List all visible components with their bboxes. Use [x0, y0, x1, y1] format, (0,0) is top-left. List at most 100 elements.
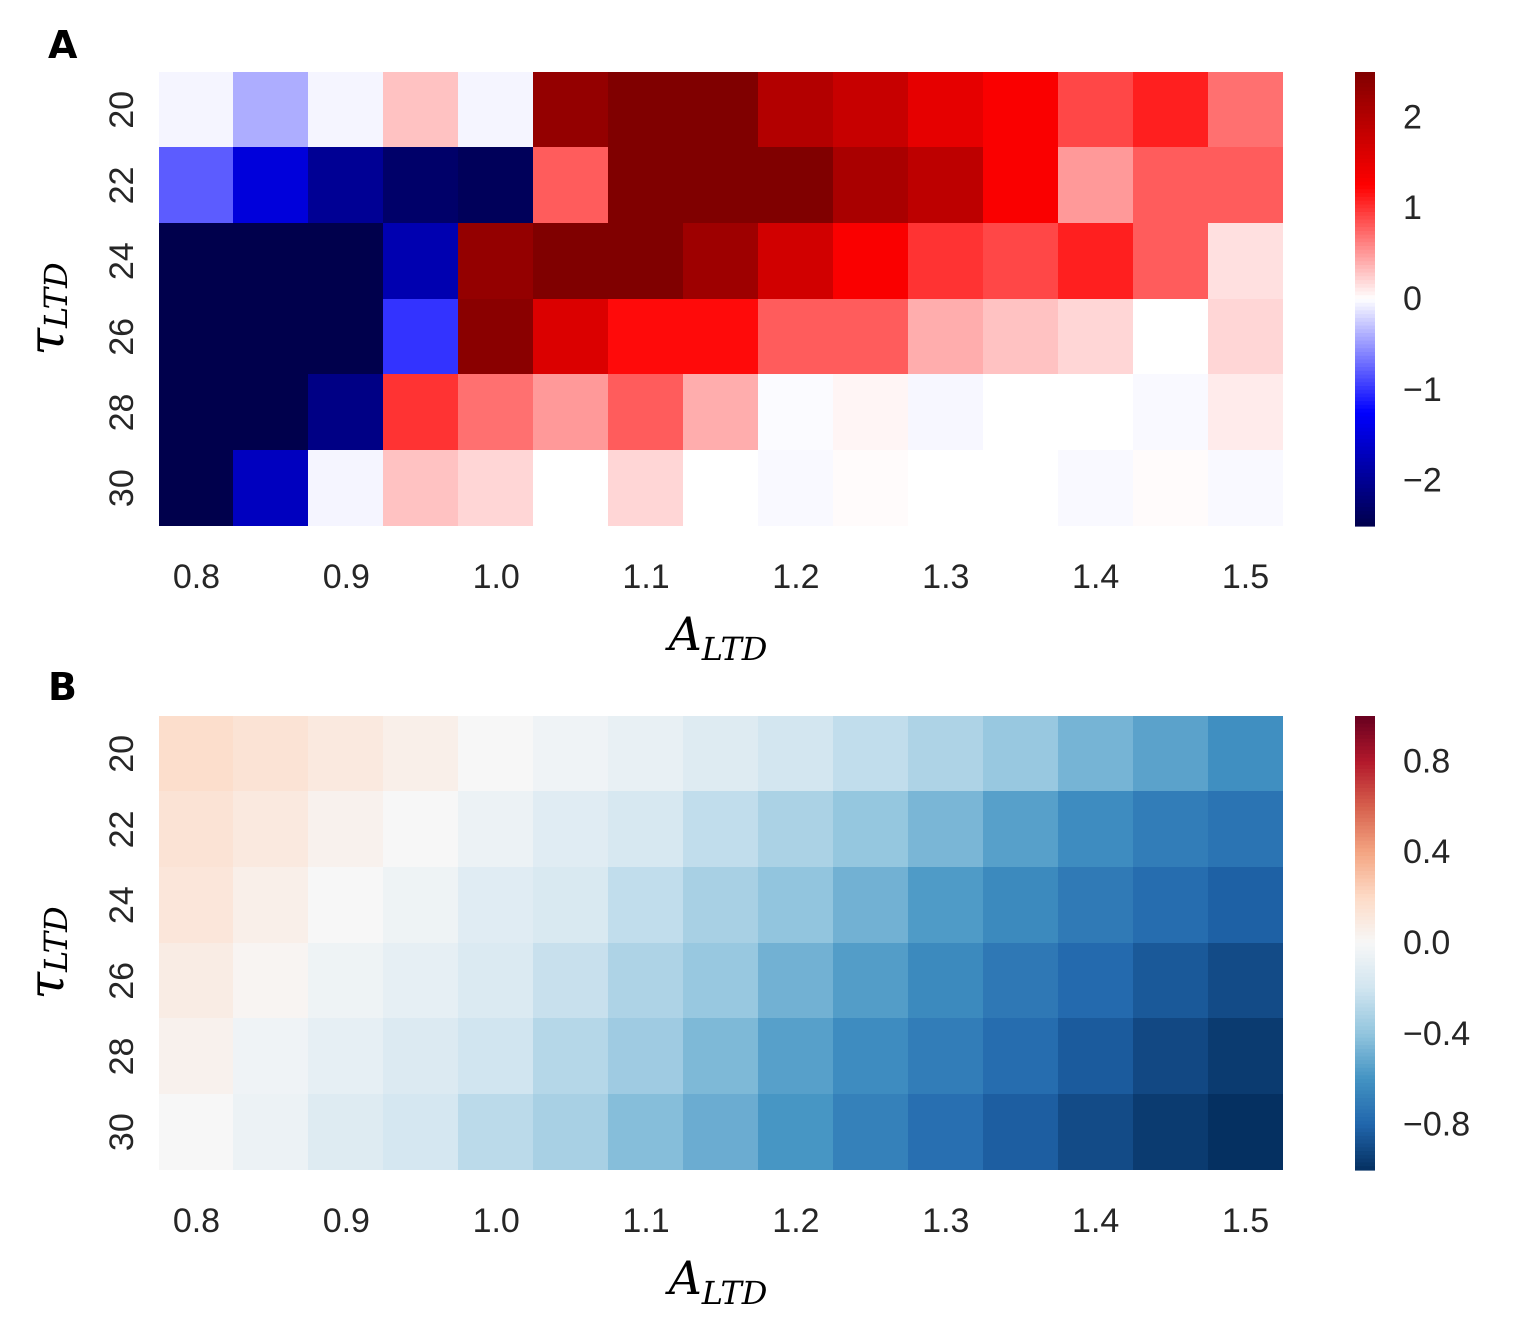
heatmap-cell: [308, 1018, 384, 1095]
colorbar-segment: [1355, 457, 1375, 463]
colorbar-segment: [1355, 177, 1375, 183]
colorbar-segment: [1355, 943, 1375, 948]
heatmap-cell: [159, 299, 234, 375]
colorbar-segment: [1355, 370, 1375, 376]
x-tick-label: 0.8: [173, 558, 220, 596]
colorbar-segment: [1355, 378, 1375, 383]
colorbar-segment: [1355, 507, 1375, 512]
heatmap-cell: [758, 1018, 834, 1095]
colorbar-tick-label: −0.8: [1403, 1106, 1470, 1144]
heatmap-cell: [308, 299, 384, 375]
colorbar-segment: [1355, 325, 1375, 330]
colorbar-segment: [1355, 242, 1375, 247]
colorbar-segment: [1355, 855, 1375, 861]
colorbar-segment: [1355, 1120, 1375, 1126]
colorbar-segment: [1355, 1098, 1375, 1103]
heatmap-cell: [1208, 450, 1283, 526]
colorbar-segment: [1355, 768, 1375, 774]
heatmap-cell: [159, 72, 234, 148]
colorbar-segment: [1355, 1075, 1375, 1080]
x-axis-label-main: A: [665, 607, 702, 661]
heatmap-cell: [983, 72, 1059, 148]
colorbar-segment: [1355, 283, 1375, 289]
colorbar-segment: [1355, 1048, 1375, 1054]
x-tick-label: 1.1: [622, 1202, 669, 1240]
colorbar-segment: [1355, 510, 1375, 516]
colorbar-segment: [1355, 454, 1375, 459]
colorbar-tick-label: 2: [1403, 98, 1422, 136]
heatmap-cell: [683, 943, 759, 1019]
colorbar-segment: [1355, 912, 1375, 918]
colorbar-segment: [1355, 939, 1375, 944]
colorbar-segment: [1355, 397, 1375, 402]
heatmap-cell: [233, 1094, 309, 1170]
y-axis-label-sub: LTD: [37, 906, 75, 973]
colorbar-segment: [1355, 348, 1375, 353]
colorbar-segment: [1355, 491, 1375, 497]
heatmap-cell: [983, 1018, 1059, 1095]
colorbar-segment: [1355, 1018, 1375, 1024]
heatmap-cell: [1208, 147, 1283, 224]
x-tick-label: 1.3: [922, 558, 969, 596]
heatmap-cell: [1208, 716, 1283, 792]
colorbar-segment: [1355, 825, 1375, 831]
heatmap-cell: [383, 374, 459, 451]
colorbar-segment: [1355, 1014, 1375, 1020]
colorbar-segment: [1355, 401, 1375, 406]
heatmap-cell: [383, 223, 459, 299]
heatmap-cell: [533, 867, 609, 943]
heatmap-cell: [908, 223, 984, 299]
heatmap-cell: [833, 223, 909, 299]
heatmap-cell: [833, 374, 909, 451]
colorbar-segment: [1355, 151, 1375, 156]
heatmap-cell: [1133, 72, 1209, 148]
heatmap-cell: [1133, 943, 1209, 1019]
y-axis-label-main: τ: [17, 971, 75, 1000]
colorbar-tick-label: −0.4: [1403, 1015, 1470, 1053]
colorbar-segment: [1355, 333, 1375, 338]
colorbar-segment: [1355, 886, 1375, 891]
heatmap-cell: [1058, 147, 1134, 224]
colorbar-segment: [1355, 435, 1375, 440]
colorbar-segment: [1355, 920, 1375, 925]
x-tick-label: 1.0: [473, 1202, 520, 1240]
y-tick-label: 20: [103, 735, 141, 773]
colorbar-segment: [1355, 908, 1375, 914]
colorbar-segment: [1355, 83, 1375, 88]
heatmap-cell: [308, 943, 384, 1019]
heatmap-cell: [308, 374, 384, 451]
colorbar-segment: [1355, 1026, 1375, 1031]
heatmap-cell: [683, 147, 759, 224]
colorbar-segment: [1355, 132, 1375, 137]
heatmap-cell: [1208, 299, 1283, 375]
heatmap-cell: [458, 299, 534, 375]
heatmap-cell: [533, 716, 609, 792]
heatmap-cell: [608, 1018, 684, 1095]
heatmap-cell: [983, 943, 1059, 1019]
colorbar-segment: [1355, 359, 1375, 364]
colorbar-segment: [1355, 859, 1375, 865]
colorbar-segment: [1355, 450, 1375, 455]
heatmap-cell: [833, 867, 909, 943]
colorbar-segment: [1355, 1128, 1375, 1133]
y-axis-label-sub: LTD: [37, 262, 75, 329]
heatmap-cell: [1208, 943, 1283, 1019]
heatmap-cell: [458, 450, 534, 526]
colorbar-segment: [1355, 1151, 1375, 1156]
heatmap-cell: [683, 867, 759, 943]
colorbar-segment: [1355, 765, 1375, 770]
colorbar-segment: [1355, 821, 1375, 827]
colorbar-segment: [1355, 174, 1375, 179]
colorbar-segment: [1355, 159, 1375, 164]
heatmap-cell: [608, 791, 684, 868]
colorbar-segment: [1355, 87, 1375, 92]
x-tick-label: 0.8: [173, 1202, 220, 1240]
colorbar-segment: [1355, 893, 1375, 899]
colorbar-segment: [1355, 1067, 1375, 1073]
colorbar-segment: [1355, 757, 1375, 762]
heatmap-cell: [833, 1018, 909, 1095]
panel-b-heatmap: B0.8 0.9 1.0 1.1 1.2 1.3 1.4 1.5202224262830ALT…: [17, 665, 1470, 1312]
colorbar-segment: [1355, 965, 1375, 971]
colorbar-segment: [1355, 818, 1375, 823]
